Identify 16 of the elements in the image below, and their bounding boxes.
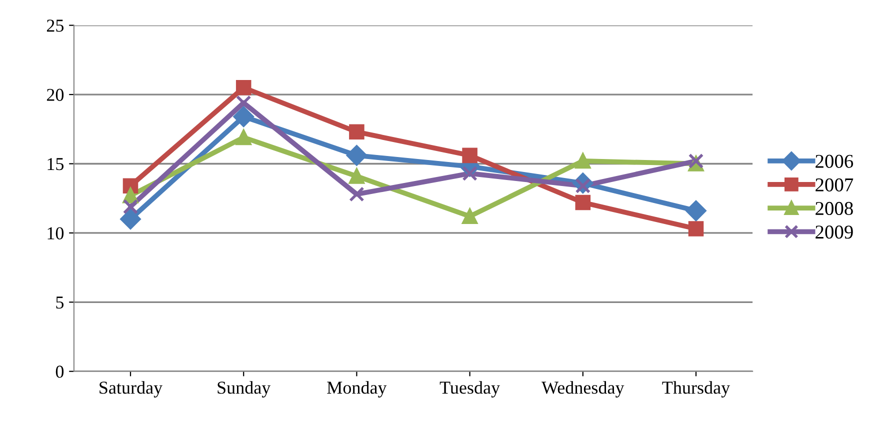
x-tick-label: Tuesday [440,381,500,398]
x-tick-label: Saturday [100,381,163,398]
x-tick-label: Wednesday [542,381,624,398]
legend-label: 2007 [816,178,854,192]
x-tick-label: Thursday [662,381,730,398]
y-tick-label: 20 [46,88,64,101]
x-tick-label: Monday [327,381,387,398]
x-tick-label: Sunday [218,381,271,398]
y-tick-label: 25 [46,20,64,32]
y-tick-label: 5 [56,296,64,309]
legend-label: 2009 [816,226,853,239]
legend-label: 2006 [816,154,854,168]
y-tick-label: 10 [48,227,64,240]
y-tick-label: 0 [56,366,64,378]
legend-label: 2008 [816,202,853,216]
y-tick-label: 15 [48,158,64,170]
